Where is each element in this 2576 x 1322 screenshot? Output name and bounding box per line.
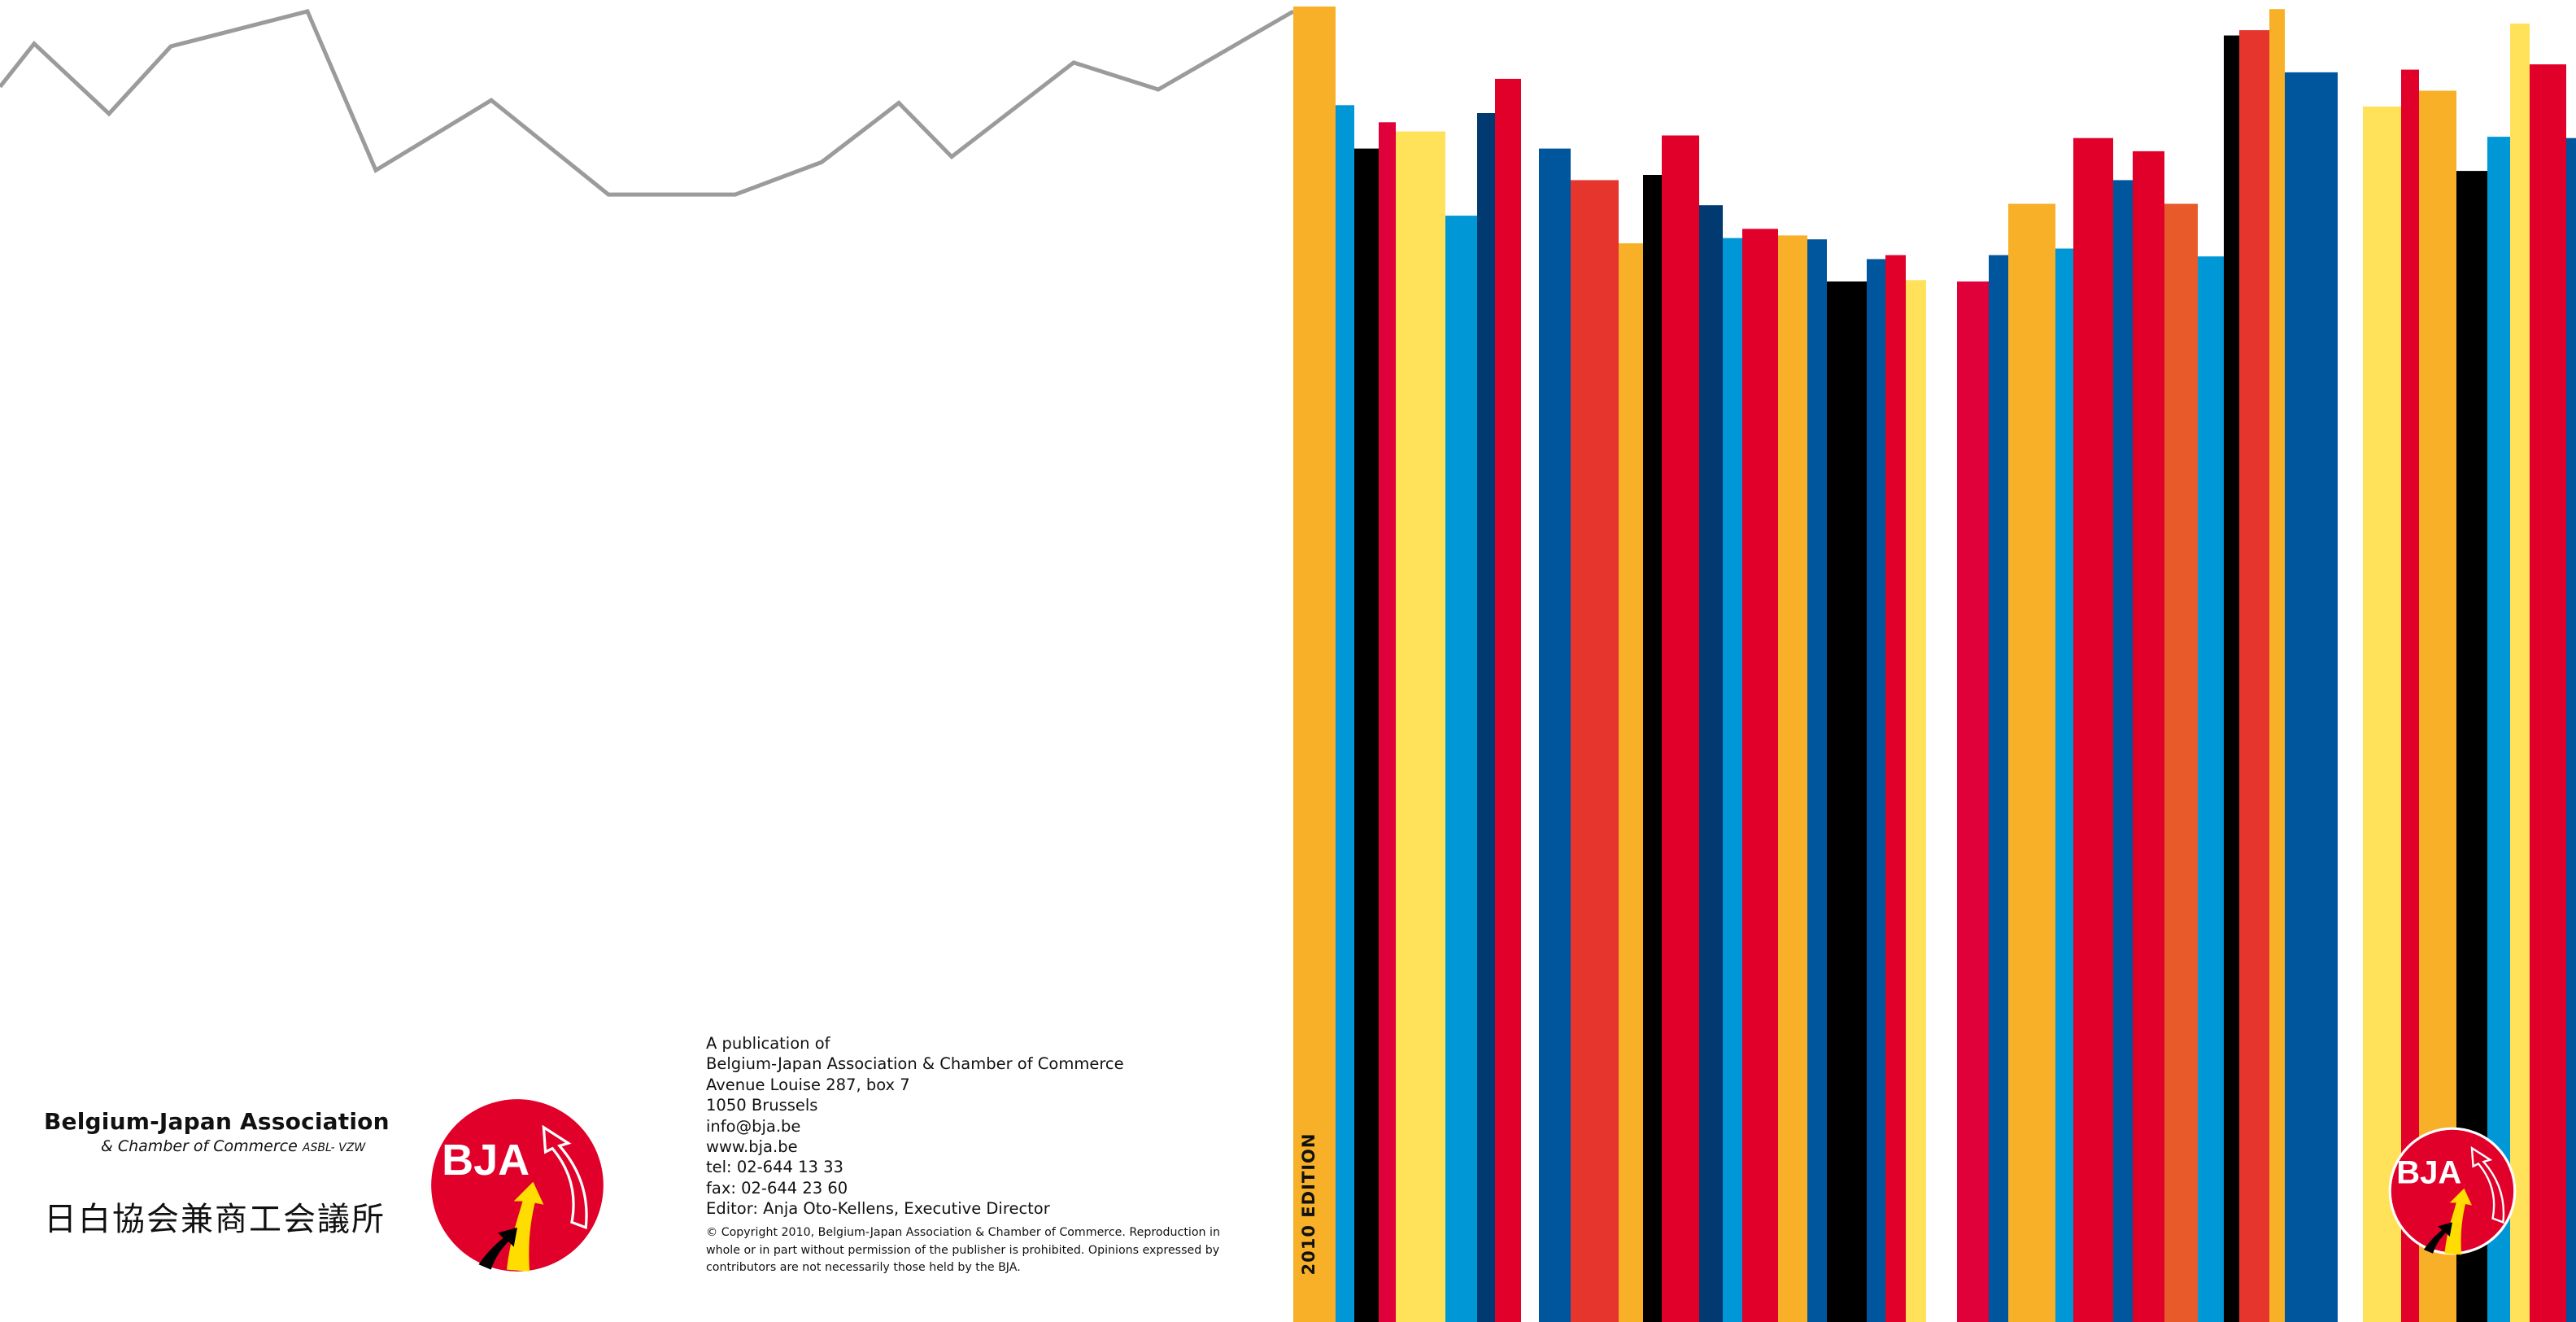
- logo-cover-black-arrow-icon: [2423, 1222, 2452, 1254]
- cover-bar: [1396, 131, 1445, 1322]
- publication-line: Belgium-Japan Association & Chamber of C…: [706, 1054, 1124, 1074]
- cover-bar: [2198, 256, 2224, 1322]
- cover-bar: [1336, 105, 1354, 1322]
- cover-bar: [2055, 248, 2073, 1322]
- cover-bar: [1445, 216, 1477, 1322]
- cover-bar: [1495, 78, 1521, 1322]
- spine-edition-label: 2010 EDITION: [1299, 1132, 1319, 1276]
- decorative-line-chart: [0, 9, 1295, 197]
- cover-bar: [1619, 243, 1643, 1322]
- publication-info: A publication of Belgium-Japan Associati…: [706, 1033, 1124, 1219]
- cover-bar: [2487, 137, 2510, 1322]
- logo-white-arrow-icon: [542, 1124, 588, 1230]
- cover-bar: [1885, 255, 1906, 1322]
- logo-circle: [431, 1099, 604, 1272]
- cover-bar: [2073, 137, 2113, 1322]
- cover-bar: [1723, 238, 1742, 1322]
- cover-bar: [2133, 151, 2164, 1322]
- publication-website: www.bja.be: [706, 1137, 798, 1157]
- publication-line: 1050 Brussels: [706, 1096, 818, 1115]
- decorative-line: [0, 9, 1295, 197]
- cover-bar: [1379, 122, 1396, 1322]
- cover-bar: [2510, 24, 2530, 1322]
- publication-line: A publication of: [706, 1034, 830, 1053]
- bja-logo-cover: BJA: [2388, 1127, 2517, 1255]
- organization-subtitle-text: & Chamber of Commerce: [101, 1137, 298, 1155]
- publication-editor: Editor: Anja Oto-Kellens, Executive Dire…: [706, 1199, 1050, 1219]
- cover-bar: [2113, 180, 2133, 1322]
- cover-bar: [1571, 180, 1619, 1322]
- cover-bar: [2419, 90, 2456, 1322]
- cover-bar: [1807, 239, 1827, 1322]
- bja-logo: BJA: [431, 1099, 604, 1272]
- organization-name-japanese: 日白協会兼商工会議所: [44, 1201, 386, 1238]
- cover-bar: [1742, 229, 1778, 1322]
- organization-name: Belgium-Japan Association: [44, 1108, 390, 1135]
- cover-bar: [2164, 203, 2198, 1322]
- cover-bar: [1906, 280, 1926, 1322]
- publication-email: info@bja.be: [706, 1116, 801, 1136]
- cover-bar: [1293, 7, 1336, 1322]
- cover-bar: [2566, 137, 2576, 1322]
- cover-bar: [1957, 281, 1989, 1322]
- cover-bar: [1778, 235, 1807, 1322]
- publication-fax: fax: 02-644 23 60: [706, 1178, 848, 1198]
- cover-bar: [2224, 35, 2239, 1322]
- cover-bar: [1699, 205, 1723, 1322]
- cover-bar: [2285, 72, 2338, 1322]
- organization-legal-form: ASBL- VZW: [302, 1141, 366, 1154]
- logo-black-arrow-icon: [478, 1227, 517, 1270]
- cover-bar: [1539, 148, 1571, 1322]
- cover-bar: [1827, 281, 1867, 1322]
- publication-phone: tel: 02-644 13 33: [706, 1158, 843, 1177]
- cover-bar: [1867, 259, 1885, 1322]
- cover-bar: [1662, 135, 1699, 1322]
- cover-bar: [2363, 106, 2401, 1322]
- publication-line: Avenue Louise 287, box 7: [706, 1075, 910, 1094]
- cover-bar: [2401, 69, 2419, 1322]
- logo-yellow-arrow-icon: [507, 1181, 544, 1272]
- logo-text: BJA: [442, 1136, 530, 1185]
- cover-bar: [2008, 203, 2055, 1322]
- organization-subtitle: & Chamber of Commerce ASBL- VZW: [101, 1137, 365, 1155]
- logo-cover-yellow-arrow-icon: [2444, 1188, 2472, 1255]
- logo-cover-white-arrow-icon: [2470, 1145, 2505, 1224]
- logo-cover-text: BJA: [2396, 1154, 2461, 1190]
- copyright-notice: © Copyright 2010, Belgium-Japan Associat…: [706, 1226, 1220, 1274]
- cover-bar: [2269, 9, 2285, 1322]
- cover-bar: [1989, 255, 2008, 1322]
- cover-bar: [2530, 64, 2566, 1322]
- cover-bar: [1643, 175, 1662, 1322]
- cover-bar: [1354, 148, 1379, 1322]
- cover-bar: [1477, 113, 1495, 1322]
- cover-bar: [2239, 30, 2269, 1322]
